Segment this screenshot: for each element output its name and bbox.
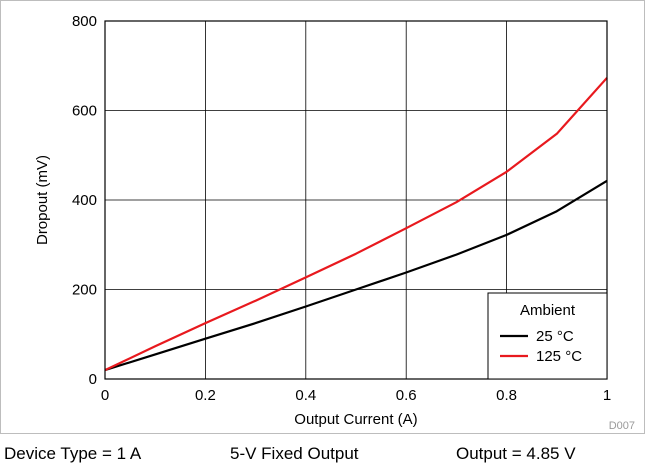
output-kind-caption: 5-V Fixed Output [230,444,359,463]
legend-title: Ambient [520,302,576,319]
x-tick-label: 0.4 [295,387,316,404]
series-line-25c [104,179,608,372]
x-tick-label: 0.6 [396,387,417,404]
y-tick-label: 200 [72,282,97,299]
x-axis-label: Output Current (A) [294,411,417,428]
tick-labels: 0 0.2 0.4 0.6 0.8 1 0 200 400 600 800 [72,13,611,404]
x-tick-label: 0.2 [195,387,216,404]
x-tick-label: 0.8 [496,387,517,404]
legend-entry: 125 °C [536,348,582,365]
y-tick-label: 0 [89,371,97,388]
y-axis-label: Dropout (mV) [34,155,51,245]
legend-entry: 25 °C [536,328,574,345]
x-tick-label: 1 [603,387,611,404]
x-tick-label: 0 [101,387,109,404]
y-tick-label: 800 [72,13,97,30]
y-tick-label: 400 [72,192,97,209]
legend: Ambient 25 °C 125 °C [487,292,608,380]
series-line-125c [104,77,608,372]
chart-frame: 0 0.2 0.4 0.6 0.8 1 0 200 400 600 800 Output Curre… [0,0,645,434]
caption-bar: Device Type = 1 A 5-V Fixed Output Outpu… [0,437,647,467]
output-value-caption: Output = 4.85 V [456,444,576,463]
series-layer [104,77,608,372]
y-tick-label: 600 [72,103,97,120]
figure-code: D007 [609,420,635,432]
device-type-caption: Device Type = 1 A [4,444,142,463]
plot-border [104,20,608,380]
dropout-chart: 0 0.2 0.4 0.6 0.8 1 0 200 400 600 800 Output Curre… [34,13,635,432]
